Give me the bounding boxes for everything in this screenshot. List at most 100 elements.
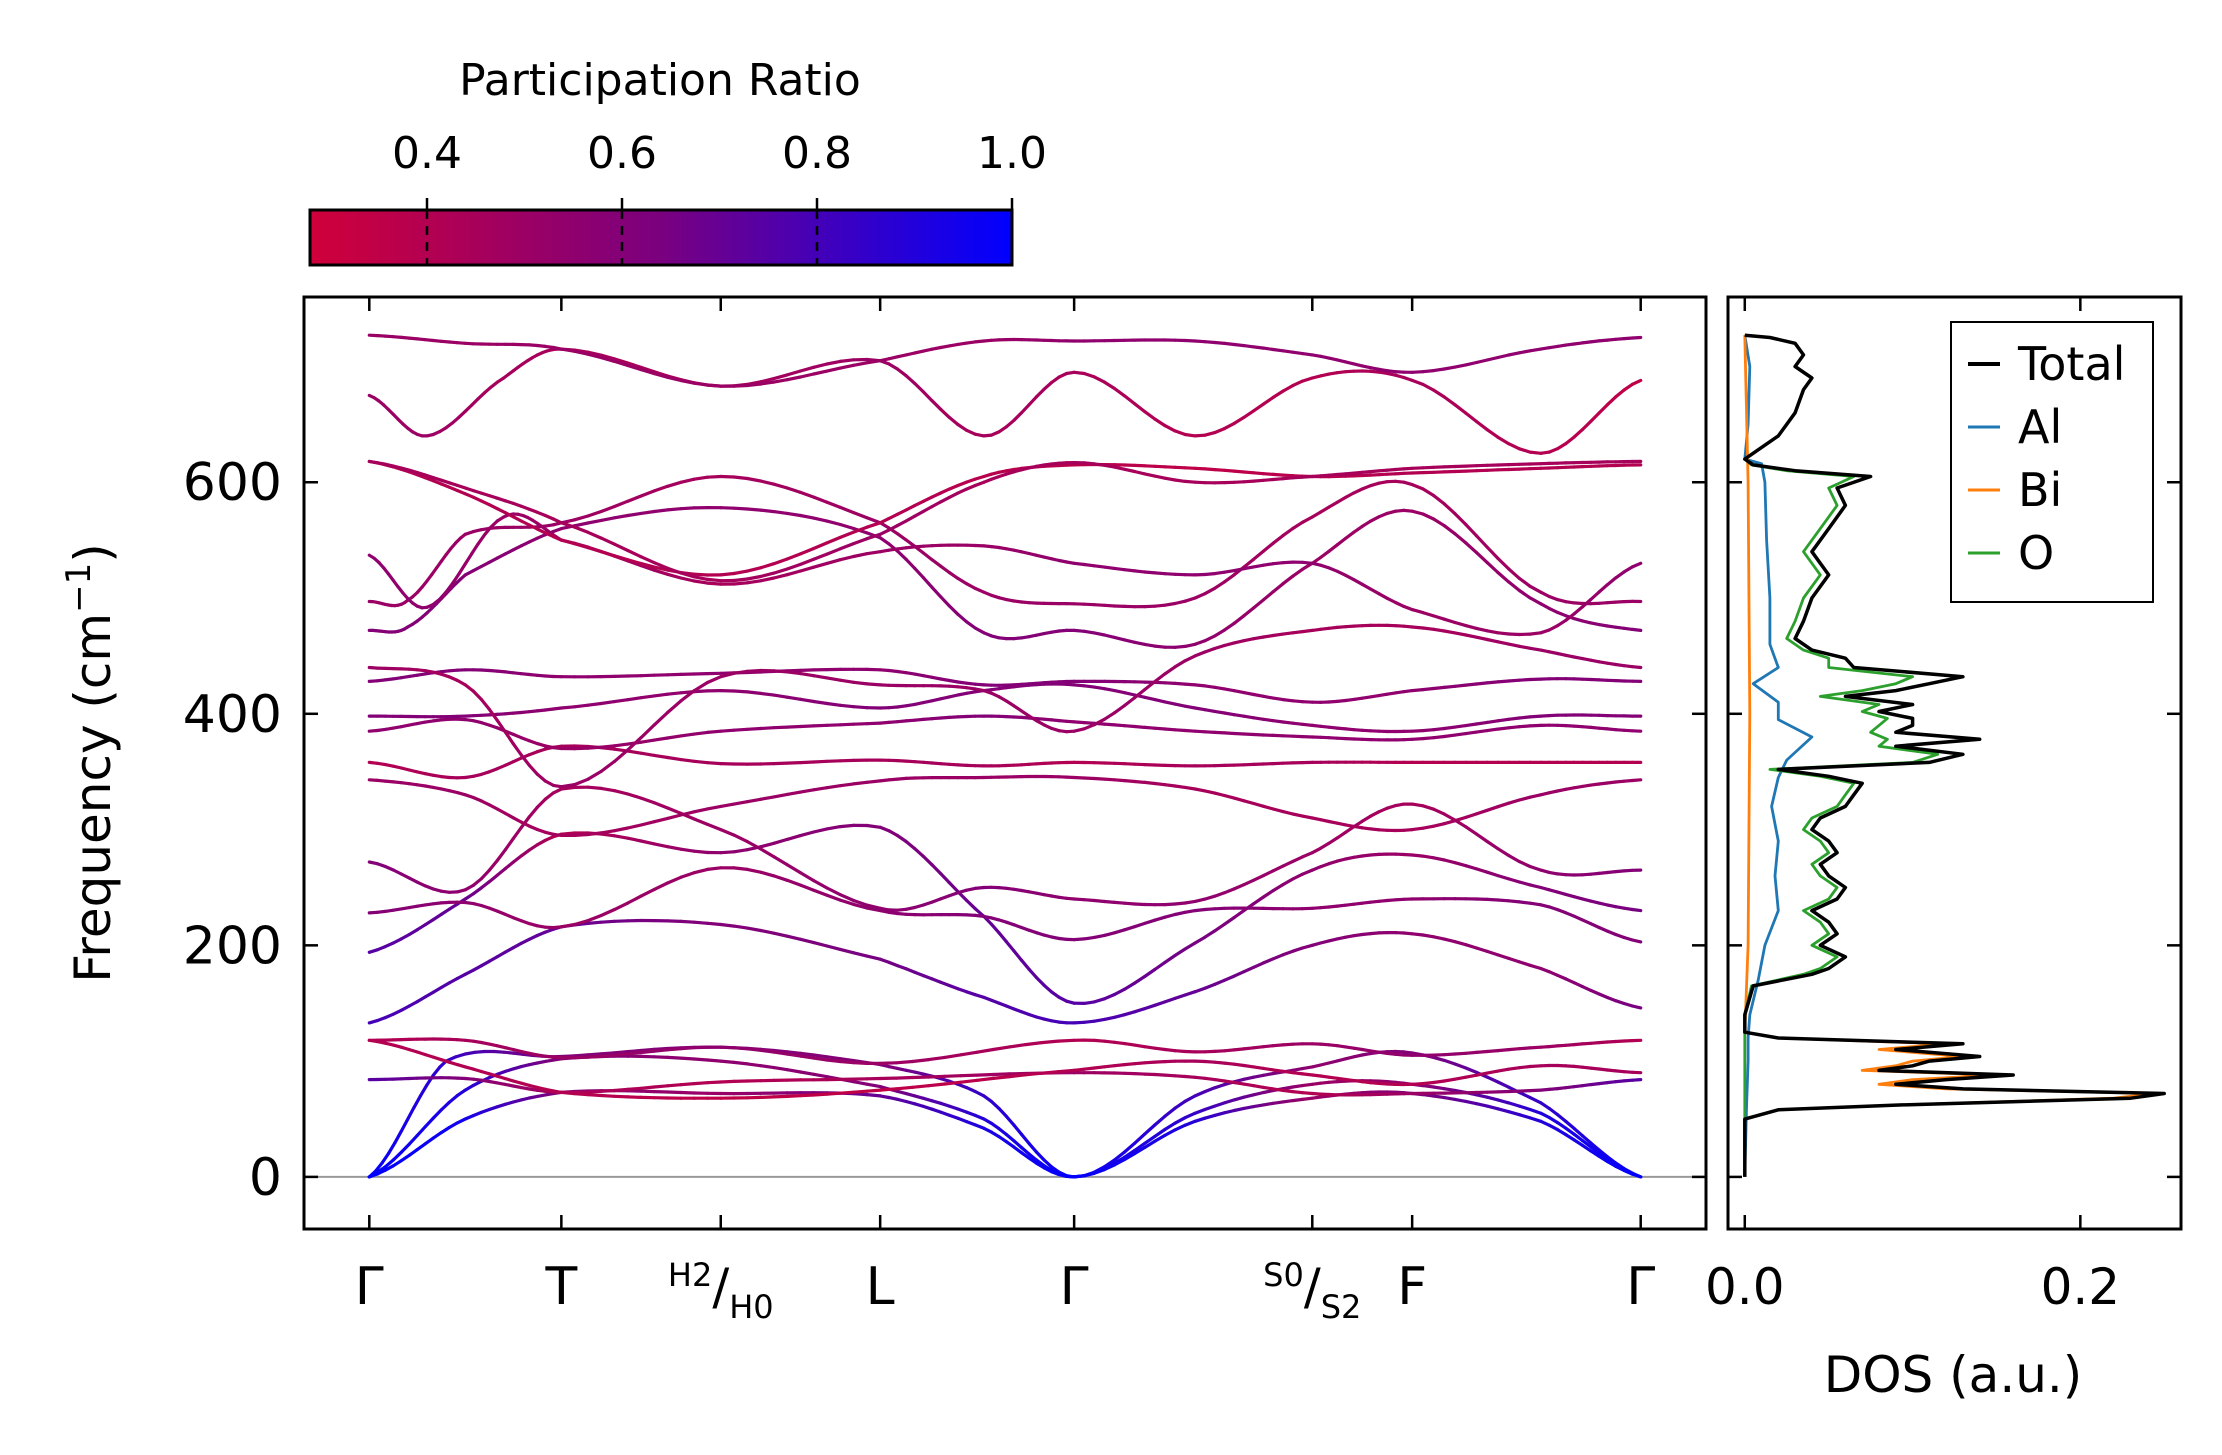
band-low-1 [367,1071,1643,1097]
band-segment [1580,1143,1593,1153]
band-segment [1122,638,1137,644]
band-segment [1281,809,1295,816]
band-segment [652,1084,670,1089]
band-segment [1082,371,1096,379]
band-segment [612,1094,630,1099]
band-segment [851,1061,869,1066]
band-segment [913,381,926,394]
band-segment [758,380,776,386]
band-segment [612,826,630,833]
band-segment [1252,345,1266,350]
band-segment [1517,349,1532,355]
band-segment [943,1074,963,1078]
band-segment [1271,719,1285,724]
band-segment [586,920,603,926]
band-segment [1464,943,1479,950]
band-segment [586,701,603,707]
band-segment [772,1050,789,1056]
band-segment [812,888,829,897]
band-segment [895,532,908,542]
band-segment [705,804,723,811]
band-segment [930,491,943,499]
band-segment [732,1046,749,1051]
band-segment [1474,832,1489,844]
band-segment [732,1060,749,1066]
band-segment [851,722,869,726]
band-segment [1485,805,1500,812]
band-mid-1 [367,918,1643,1025]
band-segment [1232,1095,1246,1102]
band-segment [1528,793,1543,799]
band-segment [1630,778,1643,783]
band-segment [665,1055,683,1060]
band-segment [1485,719,1500,725]
band-segment [1291,1097,1305,1103]
band-segment [719,571,736,577]
band-segment [639,489,656,498]
band-segment [812,759,829,764]
band-mid-8 [367,682,1643,734]
band-segment [1252,692,1266,698]
band-segment [692,579,710,585]
band-segment [599,699,617,706]
band-segment [626,548,643,559]
band-segment [1517,900,1532,905]
band-segment [1431,807,1446,816]
band-segment [785,1094,803,1099]
band-segment [1597,1154,1610,1164]
band-segment [798,724,816,729]
band-segment [1183,1111,1197,1120]
band-segment [1485,870,1500,878]
band-segment [1327,500,1339,509]
band-segment [407,1147,419,1157]
band-segment [745,797,763,804]
band-segment [1193,986,1207,994]
band-segment [894,1059,915,1065]
band-segment [665,572,683,580]
band-segment [719,1079,736,1084]
band-segment [1261,888,1275,899]
band-segment [1564,1126,1576,1136]
band-segment [652,561,670,570]
band-segment [785,670,803,676]
band-segment [1112,703,1127,715]
band-mid-6 [367,744,1643,780]
band-segment [447,1093,459,1104]
band-segment [1300,943,1314,950]
band-segment [1153,915,1167,922]
band-segment [1496,1067,1511,1073]
band-segment [939,595,951,608]
band-segment [1042,1158,1054,1169]
band-segment [572,1053,590,1058]
band-segment [878,536,891,546]
band-segment [1485,468,1500,472]
band-segment [1410,1081,1425,1086]
band-segment [1261,957,1275,965]
band-segment [1163,700,1177,706]
band-segment [665,734,683,740]
band-segment [1019,403,1031,415]
band-segment [639,694,656,700]
band-segment [572,744,590,749]
band-segment [851,705,869,710]
band-segment [812,561,829,569]
band-segment [612,499,630,509]
band-segment [1572,1132,1585,1143]
band-segment [1517,677,1532,682]
band-segment [758,691,776,697]
band-segment [1507,632,1522,637]
band-segment [772,792,789,799]
band-segment [785,511,803,518]
colorbar-title: Participation Ratio [459,55,861,106]
band-segment [1173,728,1187,733]
band-segment [1143,1045,1157,1050]
band-segment [1605,395,1618,407]
band-segment [851,1080,869,1086]
band-segment [1507,725,1522,730]
band-segment [997,931,1009,944]
band-segment [1163,1073,1177,1078]
band-segment [599,1053,617,1059]
band-segment [612,554,630,562]
band-segment [1153,1133,1167,1143]
band-segment [612,1052,630,1057]
